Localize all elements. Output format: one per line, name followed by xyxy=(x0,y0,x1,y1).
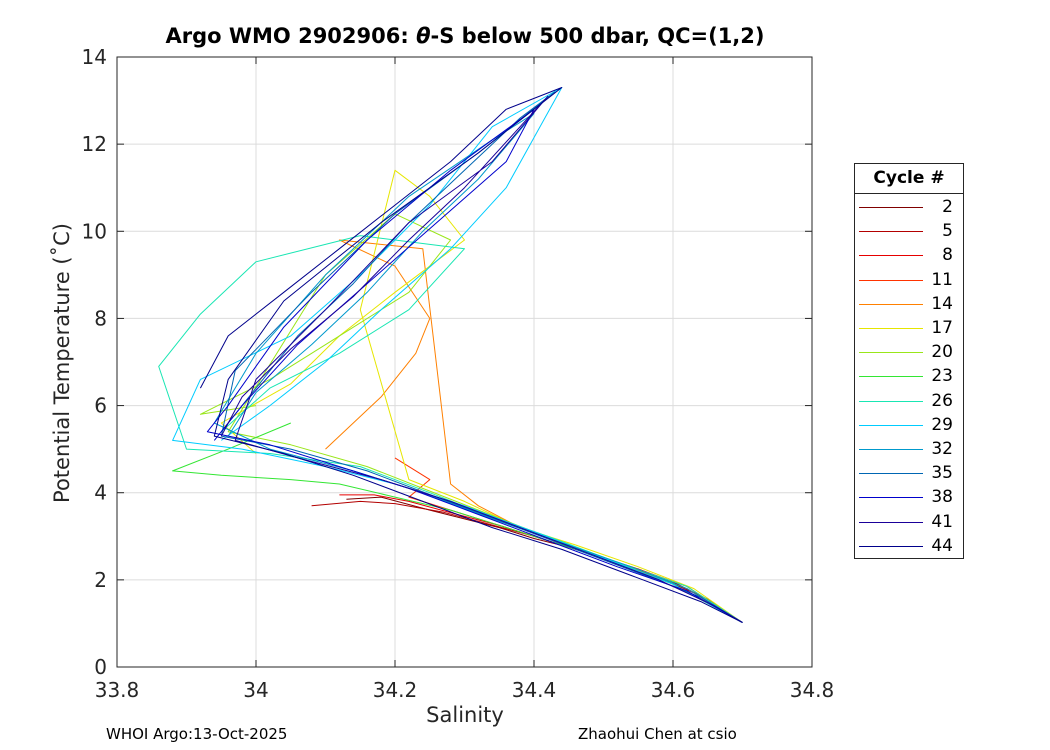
legend-swatch xyxy=(859,255,923,257)
legend-swatch xyxy=(859,376,923,378)
legend-swatch xyxy=(859,424,923,426)
x-tick-label: 34.4 xyxy=(512,678,557,702)
x-tick-label: 34.6 xyxy=(651,678,696,702)
y-tick-label: 4 xyxy=(94,481,107,505)
legend-item: 29 xyxy=(855,414,963,438)
legend-label: 14 xyxy=(931,293,953,314)
legend-title: Cycle # xyxy=(855,164,963,194)
legend-item: 5 xyxy=(855,220,963,244)
x-tick-label: 34.8 xyxy=(790,678,835,702)
legend-item: 20 xyxy=(855,341,963,365)
legend-label: 44 xyxy=(931,535,953,556)
footer-author: Zhaohui Chen at csio xyxy=(578,725,737,743)
series-line-cycle-41 xyxy=(220,95,743,624)
series-line-cycle-29 xyxy=(172,87,743,624)
title-prefix: Argo WMO 2902906: xyxy=(165,24,417,48)
legend-item: 11 xyxy=(855,269,963,293)
legend-item: 35 xyxy=(855,462,963,486)
legend-label: 26 xyxy=(931,390,953,411)
legend-item: 23 xyxy=(855,365,963,389)
legend-swatch xyxy=(859,473,923,475)
legend-item: 14 xyxy=(855,293,963,317)
legend-swatch xyxy=(859,207,923,208)
legend-label: 35 xyxy=(931,463,953,484)
footer-source: WHOI Argo:13-Oct-2025 xyxy=(106,725,288,743)
legend-swatch xyxy=(859,303,923,305)
legend-label: 32 xyxy=(931,439,953,459)
x-axis-label: Salinity xyxy=(426,703,504,727)
x-tick-label: 33.8 xyxy=(95,678,140,702)
legend-label: 11 xyxy=(931,269,953,290)
y-axis-label: Potential Temperature (˚C) xyxy=(50,223,74,503)
legend-label: 17 xyxy=(931,318,953,338)
series-group xyxy=(158,87,743,624)
series-line-cycle-35 xyxy=(220,91,743,624)
title-theta: θ xyxy=(416,24,431,48)
chart-title: Argo WMO 2902906: θ-S below 500 dbar, QC… xyxy=(118,24,812,48)
legend-item: 38 xyxy=(855,486,963,510)
legend-swatch xyxy=(859,497,923,499)
y-tick-label: 12 xyxy=(82,132,107,156)
series-line-cycle-38 xyxy=(206,108,743,624)
legend: Cycle # 2 5 8 11 14 17 20 23 26 29 32 35 38 41 44 xyxy=(854,163,964,559)
legend-swatch xyxy=(859,521,923,523)
series-line-cycle-26 xyxy=(158,235,743,624)
x-tick-label: 34 xyxy=(243,678,268,702)
legend-swatch xyxy=(859,231,923,233)
legend-swatch xyxy=(859,545,923,547)
y-tick-label: 2 xyxy=(94,568,107,592)
legend-label: 2 xyxy=(942,197,953,217)
legend-item: 44 xyxy=(855,535,963,559)
legend-label: 5 xyxy=(942,221,953,242)
legend-label: 8 xyxy=(942,245,953,266)
y-tick-label: 8 xyxy=(94,306,107,330)
legend-swatch xyxy=(859,449,923,450)
legend-item: 41 xyxy=(855,511,963,535)
legend-item: 17 xyxy=(855,317,963,341)
series-line-cycle-44 xyxy=(199,87,743,624)
legend-swatch xyxy=(859,279,923,281)
legend-label: 38 xyxy=(931,487,953,508)
legend-item: 2 xyxy=(855,196,963,220)
y-tick-label: 14 xyxy=(82,45,107,69)
legend-item: 32 xyxy=(855,438,963,462)
y-tick-label: 10 xyxy=(82,219,107,243)
y-tick-label: 0 xyxy=(94,655,107,679)
y-tick-label: 6 xyxy=(94,394,107,418)
axis-ticks: 33.8 34 34.2 34.4 34.6 34.8 0 2 4 6 8 10 12 14 xyxy=(82,45,835,702)
legend-item: 8 xyxy=(855,244,963,268)
legend-label: 23 xyxy=(931,366,953,387)
plot-box xyxy=(116,56,813,668)
legend-label: 29 xyxy=(931,414,953,435)
title-suffix: -S below 500 dbar, QC=(1,2) xyxy=(430,24,765,48)
legend-label: 20 xyxy=(931,342,953,363)
legend-label: 41 xyxy=(931,511,953,532)
legend-swatch xyxy=(859,352,923,354)
x-tick-label: 34.2 xyxy=(373,678,418,702)
legend-swatch xyxy=(859,328,923,329)
legend-item: 26 xyxy=(855,390,963,414)
legend-swatch xyxy=(859,400,923,402)
series-line-cycle-17 xyxy=(220,169,743,624)
